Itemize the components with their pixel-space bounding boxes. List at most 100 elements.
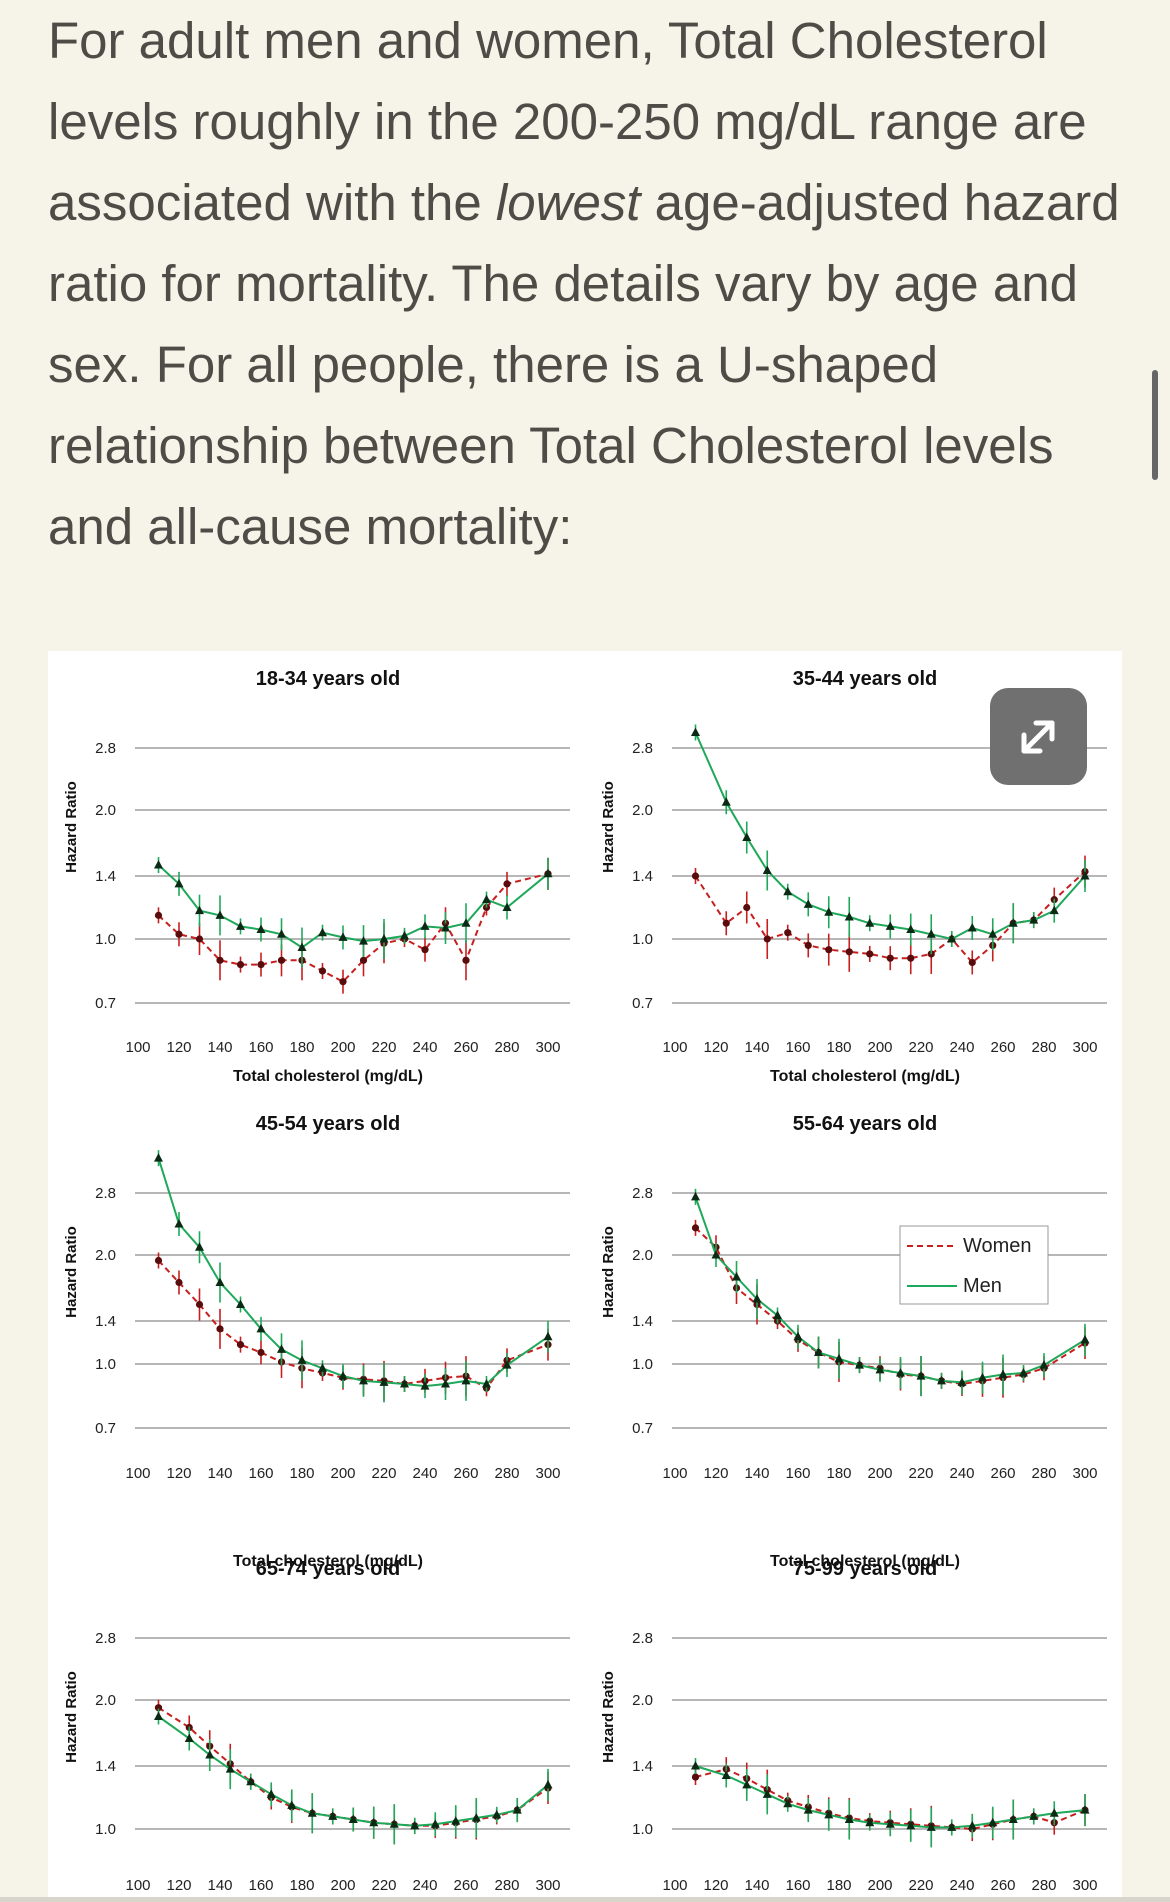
data-point — [318, 1363, 327, 1372]
expand-button[interactable] — [990, 688, 1087, 785]
data-point — [420, 921, 430, 930]
x-tick-label: 200 — [330, 1039, 355, 1056]
x-tick-label: 120 — [166, 1877, 191, 1894]
data-point — [824, 907, 834, 916]
data-point — [885, 1819, 895, 1828]
y-tick-label: 1.0 — [632, 1356, 653, 1373]
data-point — [865, 918, 875, 927]
y-tick-label: 1.0 — [632, 931, 653, 948]
legend-label: Men — [963, 1275, 1002, 1297]
x-tick-label: 260 — [453, 1465, 478, 1482]
y-axis-label: Hazard Ratio — [600, 1671, 617, 1763]
data-point — [1080, 1805, 1090, 1814]
data-point — [1008, 918, 1018, 927]
data-point — [339, 978, 347, 986]
y-tick-label: 2.8 — [95, 1630, 116, 1647]
data-point — [1029, 1811, 1039, 1820]
article-text-part-1: For adult men and women, Total Cholester… — [48, 12, 1087, 231]
data-point — [967, 922, 977, 932]
y-tick-label: 2.0 — [95, 802, 116, 819]
data-point — [246, 1776, 256, 1786]
data-point — [379, 934, 389, 943]
data-point — [236, 961, 245, 969]
data-point — [926, 1822, 936, 1831]
data-point — [236, 921, 245, 930]
y-axis-label: Hazard Ratio — [63, 781, 80, 873]
data-point — [722, 919, 730, 927]
y-tick-label: 1.4 — [95, 1313, 116, 1330]
x-tick-label: 200 — [867, 1465, 892, 1482]
data-point — [257, 1348, 265, 1357]
data-point — [420, 1381, 430, 1390]
data-point — [1080, 871, 1090, 880]
data-point — [257, 961, 265, 969]
data-point — [732, 1272, 741, 1281]
x-tick-label: 220 — [908, 1039, 933, 1056]
x-axis-label: Total cholesterol (mg/dL) — [233, 1068, 423, 1085]
series-line-women — [157, 872, 549, 983]
data-point — [1049, 1808, 1059, 1817]
bottom-divider — [0, 1897, 1170, 1902]
data-point — [215, 1277, 225, 1286]
data-point — [195, 1300, 204, 1309]
y-tick-label: 1.4 — [95, 1758, 116, 1775]
data-point — [338, 1371, 348, 1380]
x-tick-label: 180 — [826, 1465, 851, 1482]
scrollbar-thumb[interactable] — [1152, 370, 1158, 480]
data-point — [906, 924, 916, 934]
y-tick-label: 2.0 — [632, 1692, 653, 1709]
y-tick-label: 2.8 — [95, 1185, 116, 1202]
data-point — [845, 948, 853, 956]
data-point — [742, 1779, 752, 1789]
data-point — [752, 1294, 762, 1303]
data-point — [1049, 905, 1059, 915]
data-point — [916, 1371, 926, 1380]
x-tick-label: 140 — [744, 1039, 769, 1056]
chart-title: 18-34 years old — [256, 668, 401, 690]
data-point — [154, 860, 163, 869]
data-point — [691, 727, 700, 736]
data-point — [216, 1325, 224, 1333]
data-point — [844, 911, 854, 921]
data-point — [691, 872, 700, 880]
data-point — [154, 1704, 163, 1712]
x-tick-label: 140 — [207, 1039, 232, 1056]
x-tick-label: 240 — [412, 1465, 437, 1482]
data-point — [978, 1372, 987, 1382]
data-point — [441, 922, 450, 932]
data-point — [175, 1278, 183, 1287]
data-point — [691, 1761, 700, 1770]
y-tick-label: 2.8 — [632, 1185, 653, 1202]
data-point — [328, 1811, 338, 1820]
data-point — [430, 1819, 440, 1828]
data-point — [421, 946, 429, 954]
data-point — [175, 930, 183, 938]
data-point — [866, 950, 874, 958]
x-tick-label: 120 — [703, 1039, 728, 1056]
data-point — [907, 954, 915, 962]
y-tick-label: 1.4 — [632, 1758, 653, 1775]
data-point — [926, 929, 936, 938]
y-axis-label: Hazard Ratio — [600, 1226, 617, 1318]
x-axis-label: Total cholesterol (mg/dL) — [233, 1553, 423, 1570]
data-point — [318, 927, 327, 937]
chart-figure[interactable]: 18-34 years old 2.8 2.0 1.4 1.0 0.7 Hazard Rat… — [48, 651, 1122, 1902]
x-tick-label: 280 — [494, 1039, 519, 1056]
x-tick-label: 200 — [867, 1039, 892, 1056]
data-point — [277, 929, 286, 938]
data-point — [947, 934, 957, 943]
data-point — [174, 1219, 184, 1228]
x-tick-label: 100 — [125, 1465, 150, 1482]
data-point — [359, 936, 368, 945]
data-point — [154, 911, 163, 919]
data-point — [998, 1369, 1008, 1379]
data-point — [968, 958, 976, 967]
x-tick-label: 120 — [703, 1465, 728, 1482]
x-tick-label: 300 — [1072, 1877, 1097, 1894]
y-tick-label: 0.7 — [95, 1420, 116, 1437]
y-tick-label: 1.4 — [632, 868, 653, 885]
x-tick-label: 300 — [535, 1877, 560, 1894]
x-tick-label: 220 — [371, 1465, 396, 1482]
x-axis-label: Total cholesterol (mg/dL) — [770, 1553, 960, 1570]
data-point — [256, 924, 266, 934]
